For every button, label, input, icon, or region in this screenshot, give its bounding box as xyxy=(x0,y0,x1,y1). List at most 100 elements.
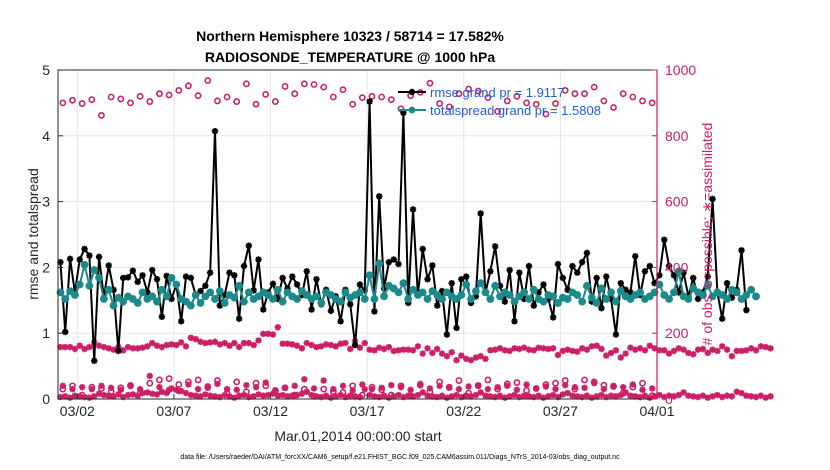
series-4-point-37 xyxy=(235,343,243,351)
series-0-point-26 xyxy=(182,273,190,280)
series-5-point-137 xyxy=(719,393,726,401)
series-4-point-125 xyxy=(661,347,668,354)
series-6-point-21 xyxy=(262,379,269,386)
series-5-point-92 xyxy=(501,394,509,401)
series-5-point-36 xyxy=(231,394,238,401)
series-5-point-33 xyxy=(216,393,224,401)
series-5-point-41 xyxy=(255,391,262,398)
series-4-point-123 xyxy=(651,345,658,352)
series-4-point-2 xyxy=(66,343,74,351)
series-0-point-38 xyxy=(240,262,248,270)
series-1-point-128 xyxy=(674,267,683,276)
x-tick-label-1: 03/07 xyxy=(156,403,191,419)
series-4-point-89 xyxy=(487,347,494,354)
series-0-point-107 xyxy=(574,269,581,276)
series-4-point-66 xyxy=(376,344,383,351)
series-2-point-47 xyxy=(513,92,521,100)
series-4-point-113 xyxy=(603,352,610,359)
series-1-point-138 xyxy=(723,295,731,303)
series-5-point-80 xyxy=(443,394,451,401)
series-5-point-122 xyxy=(646,394,653,401)
series-2-point-46 xyxy=(503,97,511,105)
series-0-point-96 xyxy=(520,295,528,303)
series-1-point-46 xyxy=(278,297,287,306)
series-2-point-42 xyxy=(465,85,473,93)
series-1-point-140 xyxy=(732,288,741,297)
series-5-point-38 xyxy=(240,391,248,399)
series-0-point-124 xyxy=(656,272,663,279)
series-0-point-128 xyxy=(675,289,682,296)
series-2-point-21 xyxy=(262,90,270,98)
series-1-point-23 xyxy=(167,274,176,282)
series-1-point-144 xyxy=(752,292,760,301)
series-4-point-74 xyxy=(414,343,422,350)
series-4-point-106 xyxy=(569,347,576,355)
series-5-point-104 xyxy=(559,391,567,398)
series-4-point-92 xyxy=(501,347,509,354)
series-5-point-77 xyxy=(429,393,436,400)
series-1-point-21 xyxy=(157,285,166,294)
series-5-point-19 xyxy=(148,390,156,397)
series-1-point-111 xyxy=(592,299,601,307)
series-5-point-60 xyxy=(347,392,354,399)
x-tick-label-2: 03/12 xyxy=(253,403,288,419)
series-5-point-141 xyxy=(738,389,745,397)
series-4-point-95 xyxy=(516,345,523,353)
series-0-point-68 xyxy=(385,258,393,266)
series-0-point-32 xyxy=(211,127,219,135)
series-0-point-125 xyxy=(661,236,668,243)
series-1-point-37 xyxy=(235,281,244,290)
series-5-point-53 xyxy=(313,393,320,400)
series-5-point-121 xyxy=(641,392,649,399)
series-1-point-109 xyxy=(583,281,591,290)
series-4-point-28 xyxy=(192,335,199,343)
series-0-point-45 xyxy=(274,295,281,303)
series-2-point-7 xyxy=(127,99,134,107)
series-2-point-17 xyxy=(223,93,231,101)
series-0-point-101 xyxy=(545,295,552,303)
series-4-point-108 xyxy=(578,345,586,352)
series-4-point-63 xyxy=(361,339,368,347)
series-6-point-17 xyxy=(223,385,231,393)
series-4-point-43 xyxy=(264,330,272,338)
series-4-point-46 xyxy=(279,340,286,347)
series-0-point-2 xyxy=(66,255,74,263)
series-0-point-97 xyxy=(525,262,533,270)
series-0-point-119 xyxy=(632,253,639,260)
series-6-point-58 xyxy=(619,383,627,391)
series-4-point-147 xyxy=(767,345,774,352)
series-2-point-45 xyxy=(494,108,501,115)
series-5-point-126 xyxy=(665,392,673,399)
series-1-point-49 xyxy=(293,295,302,303)
series-0-point-22 xyxy=(163,272,170,280)
series-4-point-75 xyxy=(419,350,426,357)
series-4-point-9 xyxy=(100,343,108,351)
series-5-point-14 xyxy=(124,391,132,399)
series-6-point-5 xyxy=(107,384,115,392)
series-0-point-109 xyxy=(583,249,591,257)
series-1-point-89 xyxy=(486,295,495,303)
series-1-point-114 xyxy=(607,288,616,297)
series-1-point-53 xyxy=(312,292,321,301)
series-5-point-0 xyxy=(57,393,64,401)
series-6-point-30 xyxy=(349,387,356,394)
series-5-point-75 xyxy=(419,389,426,396)
series-6-point-52 xyxy=(562,381,569,389)
series-0-point-69 xyxy=(390,256,397,263)
series-line-0 xyxy=(59,101,748,361)
series-5-point-28 xyxy=(192,392,199,399)
series-4-point-65 xyxy=(371,347,378,354)
series-1-point-85 xyxy=(467,295,475,303)
series-5-point-50 xyxy=(298,390,306,397)
series-6-point-32 xyxy=(368,385,376,393)
series-2-point-54 xyxy=(581,90,588,98)
series-4-point-97 xyxy=(525,346,533,353)
series-5-point-115 xyxy=(612,393,620,400)
series-5-point-22 xyxy=(163,389,170,397)
series-0-point-16 xyxy=(134,278,141,286)
series-4-point-14 xyxy=(124,343,132,351)
series-2-point-28 xyxy=(329,93,337,101)
series-1-point-79 xyxy=(438,295,446,303)
legend-swatch-marker-0 xyxy=(408,88,416,96)
series-4-point-4 xyxy=(76,342,83,349)
